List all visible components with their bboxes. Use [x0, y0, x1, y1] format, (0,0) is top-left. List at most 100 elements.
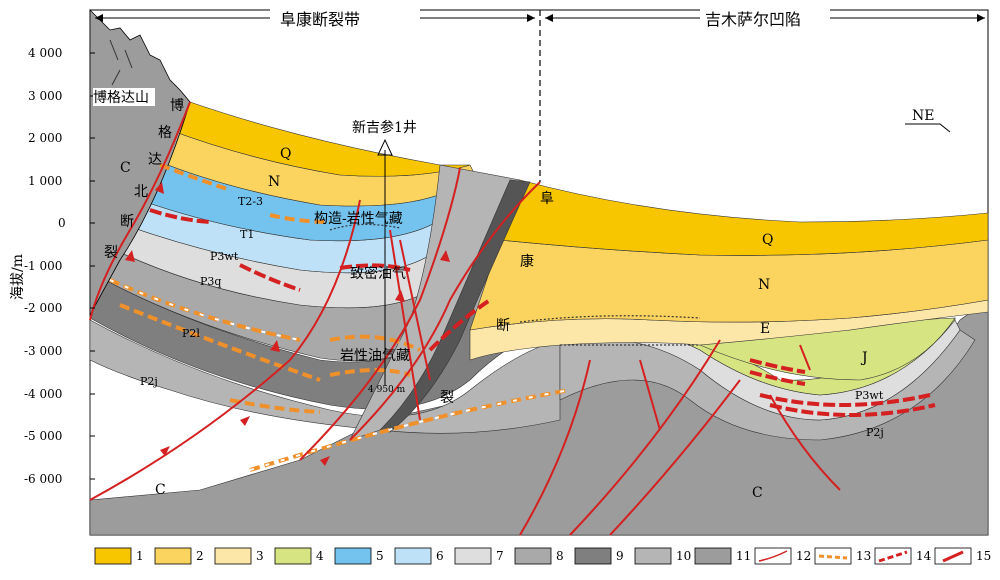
region-right-label: 吉木萨尔凹陷 — [705, 10, 801, 29]
layer-Q-right — [499, 179, 989, 256]
y-tick: -3 000 — [24, 344, 62, 358]
svg-text:P2j: P2j — [866, 426, 884, 439]
svg-text:C: C — [155, 482, 166, 498]
svg-text:T2-3: T2-3 — [238, 195, 263, 208]
region-left-label: 阜康断裂带 — [280, 10, 360, 29]
y-tick: -1 000 — [24, 259, 62, 273]
legend-number: 1 — [136, 549, 144, 563]
fukang-fault-label: 阜 康 断 裂 — [440, 190, 554, 406]
svg-text:C: C — [752, 485, 763, 501]
orientation-label: NE — [912, 108, 934, 124]
reservoir-lithologic: 岩性油气藏 — [340, 348, 410, 364]
region-right-bg — [700, 8, 830, 28]
svg-text:Q: Q — [762, 232, 773, 248]
svg-text:P2j: P2j — [140, 375, 158, 388]
y-tick: -4 000 — [24, 387, 62, 401]
mountain-label-bg — [93, 88, 155, 106]
legend-number: 5 — [376, 549, 384, 563]
svg-text:达: 达 — [148, 152, 162, 168]
y-tick: -5 000 — [24, 429, 62, 443]
legend-item: 2 — [154, 547, 204, 565]
legend-item: 4 — [274, 547, 324, 565]
legend-number: 13 — [856, 549, 871, 563]
faults — [89, 101, 841, 536]
legend-item: 11 — [694, 547, 751, 565]
legend-item: 10 — [634, 547, 691, 565]
well-xinjican1 — [377, 138, 393, 385]
region-left-arrow-l — [95, 14, 103, 22]
svg-text:裂: 裂 — [104, 245, 118, 261]
fault-arrows — [125, 182, 450, 466]
mountain-bogeda — [89, 9, 191, 316]
svg-text:E: E — [760, 321, 770, 337]
svg-text:J: J — [860, 350, 868, 366]
mountain-strokes — [109, 39, 133, 86]
svg-text:博: 博 — [170, 97, 184, 114]
svg-text:N: N — [758, 277, 770, 293]
svg-text:北: 北 — [134, 184, 148, 200]
svg-text:格: 格 — [158, 125, 172, 141]
y-tick: 1 000 — [28, 174, 62, 188]
legend-item: 13 — [814, 547, 871, 565]
orientation-line — [905, 123, 951, 133]
region-right-arrow-l — [545, 14, 553, 22]
legend-item: 7 — [454, 547, 504, 565]
mountain-label: 博格达山 — [93, 89, 149, 106]
svg-text:P3wt: P3wt — [210, 250, 239, 263]
legend-item: 1 — [94, 547, 144, 565]
legend-item: 3 — [214, 547, 264, 565]
legend-number: 2 — [196, 549, 204, 563]
y-tick: 0 — [58, 216, 66, 230]
legend-number: 7 — [496, 549, 504, 563]
svg-text:P3q: P3q — [200, 275, 221, 288]
legend-number: 9 — [616, 549, 624, 563]
y-tick: 4 000 — [28, 46, 62, 60]
y-tick: 3 000 — [28, 89, 62, 103]
svg-text:P2l: P2l — [182, 327, 200, 340]
white-dash-overlay — [109, 279, 571, 471]
y-tick: 2 000 — [28, 131, 62, 145]
legend-number: 6 — [436, 549, 444, 563]
svg-text:裂: 裂 — [440, 390, 454, 406]
svg-text:断: 断 — [120, 214, 134, 230]
well-name: 新吉参1井 — [352, 119, 417, 136]
svg-text:T1: T1 — [240, 228, 254, 241]
strata-labels: Q N T2-3 T1 P3wt P3q P2l P2j C C Q N E J… — [120, 146, 884, 501]
svg-text:断: 断 — [496, 318, 510, 334]
y-tick: -2 000 — [24, 301, 62, 315]
legend-number: 10 — [676, 549, 691, 563]
y-axis: 4 000 3 000 2 000 1 000 0 -1 000 -2 000 … — [24, 46, 95, 486]
svg-text:P3wt: P3wt — [855, 389, 884, 402]
svg-text:康: 康 — [520, 253, 534, 270]
legend-number: 15 — [976, 549, 991, 563]
svg-text:阜: 阜 — [540, 190, 554, 207]
bogeda-north-fault-label: 博 格 达 北 断 裂 — [104, 97, 184, 261]
region-left-bg — [270, 8, 420, 28]
legend-number: 11 — [736, 549, 751, 563]
fukang-dark-band — [379, 179, 531, 433]
unconformity-1 — [329, 223, 701, 346]
legend-number: 8 — [556, 549, 564, 563]
svg-text:N: N — [268, 174, 280, 190]
legend: 1 2 3 4 5 6 7 8 9 10 11 12 13 14 15 — [94, 547, 991, 565]
legend-item: 12 — [754, 547, 811, 565]
region-left-arrow-r — [527, 14, 535, 22]
svg-text:C: C — [120, 160, 131, 176]
legend-number: 3 — [256, 549, 264, 563]
legend-item: 8 — [514, 547, 564, 565]
legend-item: 15 — [934, 547, 991, 565]
legend-item: 9 — [574, 547, 624, 565]
legend-number: 12 — [796, 549, 811, 563]
reservoir-structural-lithologic: 构造-岩性气藏 — [314, 211, 403, 227]
y-tick: -6 000 — [24, 472, 62, 486]
red-bands — [149, 208, 936, 417]
legend-item: 5 — [334, 547, 384, 565]
legend-number: 4 — [316, 549, 324, 563]
svg-text:Q: Q — [280, 146, 291, 162]
legend-item: 6 — [394, 547, 444, 565]
y-axis-label: 海拔/m — [10, 254, 26, 300]
reservoir-tight: 致密油气 — [350, 265, 406, 282]
legend-number: 14 — [916, 549, 932, 563]
